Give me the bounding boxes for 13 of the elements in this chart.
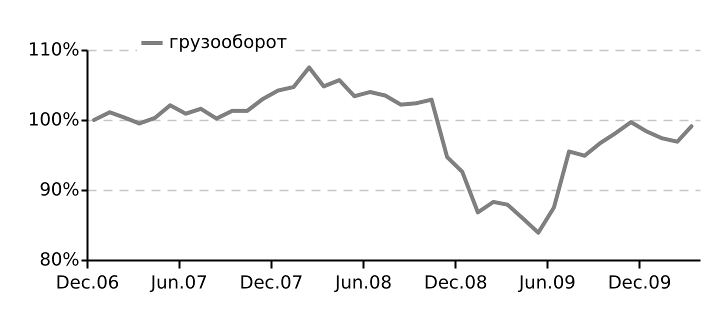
y-tick-label: 100% (28, 110, 80, 130)
x-tick-label: Dec.07 (240, 272, 304, 294)
y-tick-label: 90% (39, 180, 80, 200)
x-tick-label: Dec.09 (608, 272, 672, 294)
x-tick-label: Jun.09 (518, 272, 576, 294)
x-tick-label: Dec.08 (424, 272, 488, 294)
x-tick-label: Jun.08 (334, 272, 392, 294)
line-series (92, 66, 694, 235)
y-tick-label: 80% (39, 250, 80, 270)
y-tick-label: 110% (28, 40, 80, 60)
x-tick-label: Dec.06 (56, 272, 120, 294)
x-tick-label: Jun.07 (150, 272, 208, 294)
legend-label: грузооборот (169, 32, 288, 53)
